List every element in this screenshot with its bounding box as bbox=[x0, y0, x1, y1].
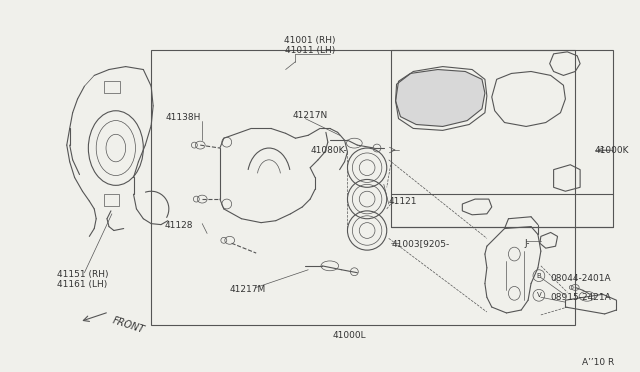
Text: 41003[9205-: 41003[9205- bbox=[392, 239, 450, 248]
Text: 41000K: 41000K bbox=[595, 146, 629, 155]
Text: V: V bbox=[536, 292, 541, 298]
Bar bbox=[151, 50, 575, 325]
Text: 41128: 41128 bbox=[165, 221, 193, 230]
Text: 41011 (LH): 41011 (LH) bbox=[285, 46, 335, 55]
Text: B: B bbox=[536, 273, 541, 279]
Text: 41138H: 41138H bbox=[166, 113, 201, 122]
Text: 41080K-: 41080K- bbox=[311, 146, 348, 155]
Text: 41001 (RH): 41001 (RH) bbox=[284, 36, 336, 45]
Text: 08044-2401A: 08044-2401A bbox=[550, 274, 611, 283]
Text: 41217N: 41217N bbox=[292, 111, 328, 120]
Text: 41000L: 41000L bbox=[333, 331, 366, 340]
Text: FRONT: FRONT bbox=[111, 315, 145, 335]
Text: 41161 (LH): 41161 (LH) bbox=[57, 280, 107, 289]
Text: J-: J- bbox=[524, 239, 530, 248]
Bar bbox=[390, 50, 612, 227]
Text: 41121: 41121 bbox=[388, 197, 417, 206]
Text: 41217M: 41217M bbox=[230, 285, 266, 295]
Bar bbox=[104, 81, 120, 93]
Bar bbox=[104, 194, 119, 206]
Text: A’’10 R: A’’10 R bbox=[582, 358, 614, 367]
Text: 08915-2421A: 08915-2421A bbox=[550, 294, 611, 302]
Text: 41151 (RH): 41151 (RH) bbox=[57, 270, 108, 279]
Polygon shape bbox=[396, 70, 485, 126]
